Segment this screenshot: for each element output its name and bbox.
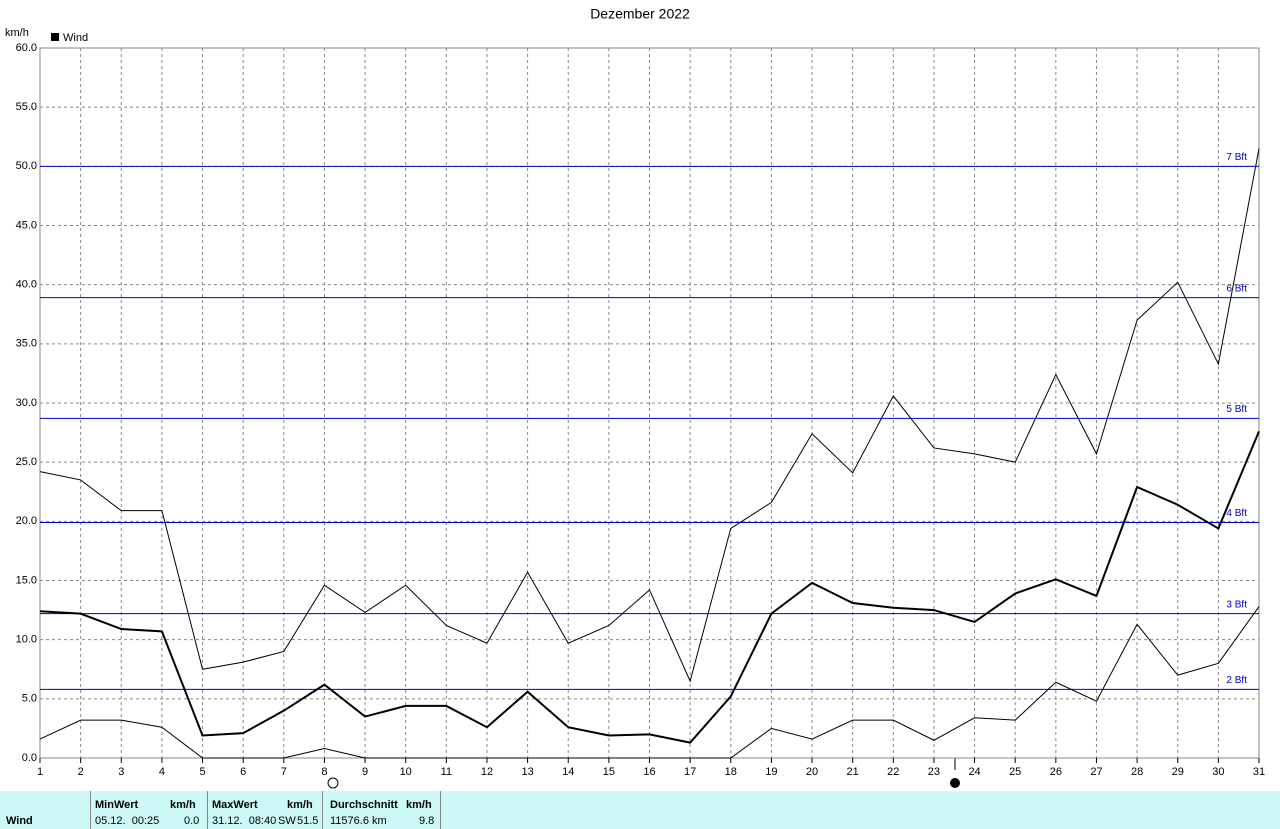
chart-title: Dezember 2022: [590, 6, 690, 22]
series-line: [39, 606, 1260, 759]
col-value: 0.0: [184, 815, 200, 827]
x-tick-label: 24: [968, 766, 980, 778]
x-tick-label: 29: [1172, 766, 1184, 778]
new-moon-icon: [950, 778, 960, 788]
col-title: MaxWert: [212, 799, 258, 811]
x-tick-label: 17: [684, 766, 696, 778]
separator: [207, 791, 208, 829]
x-tick-label: 3: [118, 766, 124, 778]
col-unit: km/h: [170, 799, 196, 811]
y-tick-label: 10.0: [16, 634, 37, 646]
x-tick-label: 15: [603, 766, 615, 778]
x-tick-label: 4: [159, 766, 165, 778]
stats-table: Wind MinWert km/h 05.12. 00:25 0.0 MaxWe…: [0, 791, 1280, 829]
beaufort-label: 7 Bft: [1226, 152, 1247, 163]
x-tick-label: 27: [1090, 766, 1102, 778]
y-tick-label: 60.0: [16, 42, 37, 54]
col-title: MinWert: [95, 799, 139, 811]
col-time: 11576.6 km: [330, 815, 387, 827]
legend-swatch: [51, 33, 59, 41]
y-tick-label: 25.0: [16, 456, 37, 468]
col-unit: km/h: [406, 799, 432, 811]
series-line: [39, 431, 1260, 744]
y-tick-label: 50.0: [16, 160, 37, 172]
x-tick-label: 22: [887, 766, 899, 778]
beaufort-label: 5 Bft: [1226, 404, 1247, 415]
x-tick-label: 9: [362, 766, 368, 778]
x-tick-label: 5: [199, 766, 205, 778]
col-unit: km/h: [287, 799, 313, 811]
x-tick-label: 25: [1009, 766, 1021, 778]
x-tick-label: 28: [1131, 766, 1143, 778]
y-tick-label: 5.0: [22, 693, 37, 705]
full-moon-icon: [327, 777, 339, 789]
beaufort-label: 2 Bft: [1226, 675, 1247, 686]
separator: [322, 791, 323, 829]
x-tick-label: 7: [281, 766, 287, 778]
beaufort-label: 3 Bft: [1226, 599, 1247, 610]
row-label: Wind: [6, 815, 33, 827]
beaufort-label: 4 Bft: [1226, 508, 1247, 519]
separator: [90, 791, 91, 829]
col-value: 51.5: [297, 815, 319, 827]
x-tick-label: 18: [725, 766, 737, 778]
col-value: 9.8: [419, 815, 435, 827]
col-time: 31.12. 08:40: [212, 815, 277, 827]
x-tick-label: 6: [240, 766, 246, 778]
y-tick-label: 35.0: [16, 338, 37, 350]
x-tick-label: 26: [1050, 766, 1062, 778]
legend-label: Wind: [63, 32, 88, 44]
x-tick-label: 21: [847, 766, 859, 778]
col-title: Durchschnitt: [330, 799, 398, 811]
series-line: [39, 148, 1260, 683]
x-tick-label: 12: [481, 766, 493, 778]
chart: Dezember 2022 km/h 0.0 5.0 10.0 15.0 20.0 25.…: [5, 6, 1265, 789]
col-time: 05.12. 00:25: [95, 815, 160, 827]
x-tick-label: 14: [562, 766, 574, 778]
beaufort-label: 6 Bft: [1226, 283, 1247, 294]
x-tick-label: 19: [765, 766, 777, 778]
x-tick-label: 31: [1253, 766, 1265, 778]
y-tick-label: 45.0: [16, 219, 37, 231]
x-tick-label: 13: [521, 766, 533, 778]
separator: [440, 791, 441, 829]
y-tick-label: 0.0: [22, 752, 37, 764]
x-tick-label: 23: [928, 766, 940, 778]
x-tick-label: 2: [78, 766, 84, 778]
y-tick-label: 20.0: [16, 515, 37, 527]
x-tick-label: 11: [441, 766, 452, 778]
y-tick-label: 15.0: [16, 574, 37, 586]
x-tick-label: 8: [321, 766, 327, 778]
y-tick-label: 30.0: [16, 397, 37, 409]
x-tick-label: 1: [37, 766, 43, 778]
y-axis-label: km/h: [5, 27, 29, 39]
x-tick-label: 10: [400, 766, 412, 778]
x-tick-label: 30: [1212, 766, 1224, 778]
x-tick-label: 16: [643, 766, 655, 778]
y-tick-label: 55.0: [16, 101, 37, 113]
y-tick-label: 40.0: [16, 279, 37, 291]
col-direction: SW: [278, 815, 296, 827]
x-tick-label: 20: [806, 766, 818, 778]
